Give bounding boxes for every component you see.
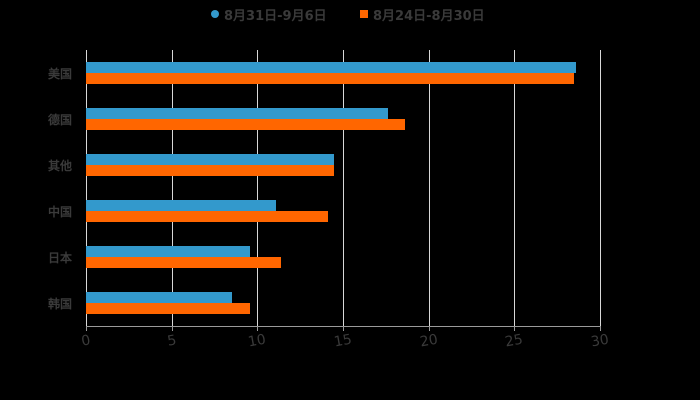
category-label: 美国 bbox=[47, 67, 72, 81]
gridline bbox=[86, 50, 87, 326]
bar-series-1[interactable] bbox=[86, 246, 250, 257]
category-label: 日本 bbox=[47, 251, 72, 265]
category-label: 其他 bbox=[47, 159, 72, 173]
legend-label: 8月24日-8月30日 bbox=[373, 8, 485, 24]
legend-label: 8月31日-9月6日 bbox=[224, 8, 327, 24]
gridline bbox=[343, 50, 344, 326]
gridline bbox=[600, 50, 601, 326]
x-tick-label: 5 bbox=[166, 332, 178, 350]
bar-series-1[interactable] bbox=[86, 292, 232, 303]
bar-series-2[interactable] bbox=[86, 73, 574, 84]
x-tick-label: 0 bbox=[80, 332, 92, 350]
legend-item-series-2[interactable]: 8月24日-8月30日 bbox=[360, 4, 485, 24]
axis-tick bbox=[429, 326, 430, 331]
x-tick-label: 30 bbox=[589, 331, 611, 351]
category-label: 韩国 bbox=[47, 297, 72, 311]
bar-series-2[interactable] bbox=[86, 257, 281, 268]
axis-tick bbox=[343, 326, 344, 331]
x-tick-label: 15 bbox=[332, 331, 354, 351]
x-tick-label: 25 bbox=[503, 331, 525, 351]
gridline bbox=[514, 50, 515, 326]
gridline bbox=[257, 50, 258, 326]
x-tick-label: 20 bbox=[418, 331, 440, 351]
axis-tick bbox=[257, 326, 258, 331]
x-tick-label: 10 bbox=[246, 331, 268, 351]
bar-series-1[interactable] bbox=[86, 62, 576, 73]
axis-tick bbox=[514, 326, 515, 331]
legend: 8月31日-9月6日 8月24日-8月30日 bbox=[0, 4, 700, 24]
bar-series-1[interactable] bbox=[86, 108, 388, 119]
legend-item-series-1[interactable]: 8月31日-9月6日 bbox=[211, 4, 327, 24]
axis-tick bbox=[172, 326, 173, 331]
bar-series-2[interactable] bbox=[86, 165, 334, 176]
x-axis-line bbox=[86, 326, 600, 327]
circle-marker-icon bbox=[211, 10, 219, 18]
axis-tick bbox=[86, 326, 87, 331]
bar-series-2[interactable] bbox=[86, 119, 405, 130]
category-label: 德国 bbox=[47, 113, 72, 127]
square-marker-icon bbox=[360, 10, 368, 18]
axis-tick bbox=[600, 326, 601, 331]
bar-series-1[interactable] bbox=[86, 200, 276, 211]
gridline bbox=[172, 50, 173, 326]
bar-series-2[interactable] bbox=[86, 211, 328, 222]
bar-series-1[interactable] bbox=[86, 154, 334, 165]
category-label: 中国 bbox=[47, 205, 72, 219]
gridline bbox=[429, 50, 430, 326]
bar-series-2[interactable] bbox=[86, 303, 250, 314]
